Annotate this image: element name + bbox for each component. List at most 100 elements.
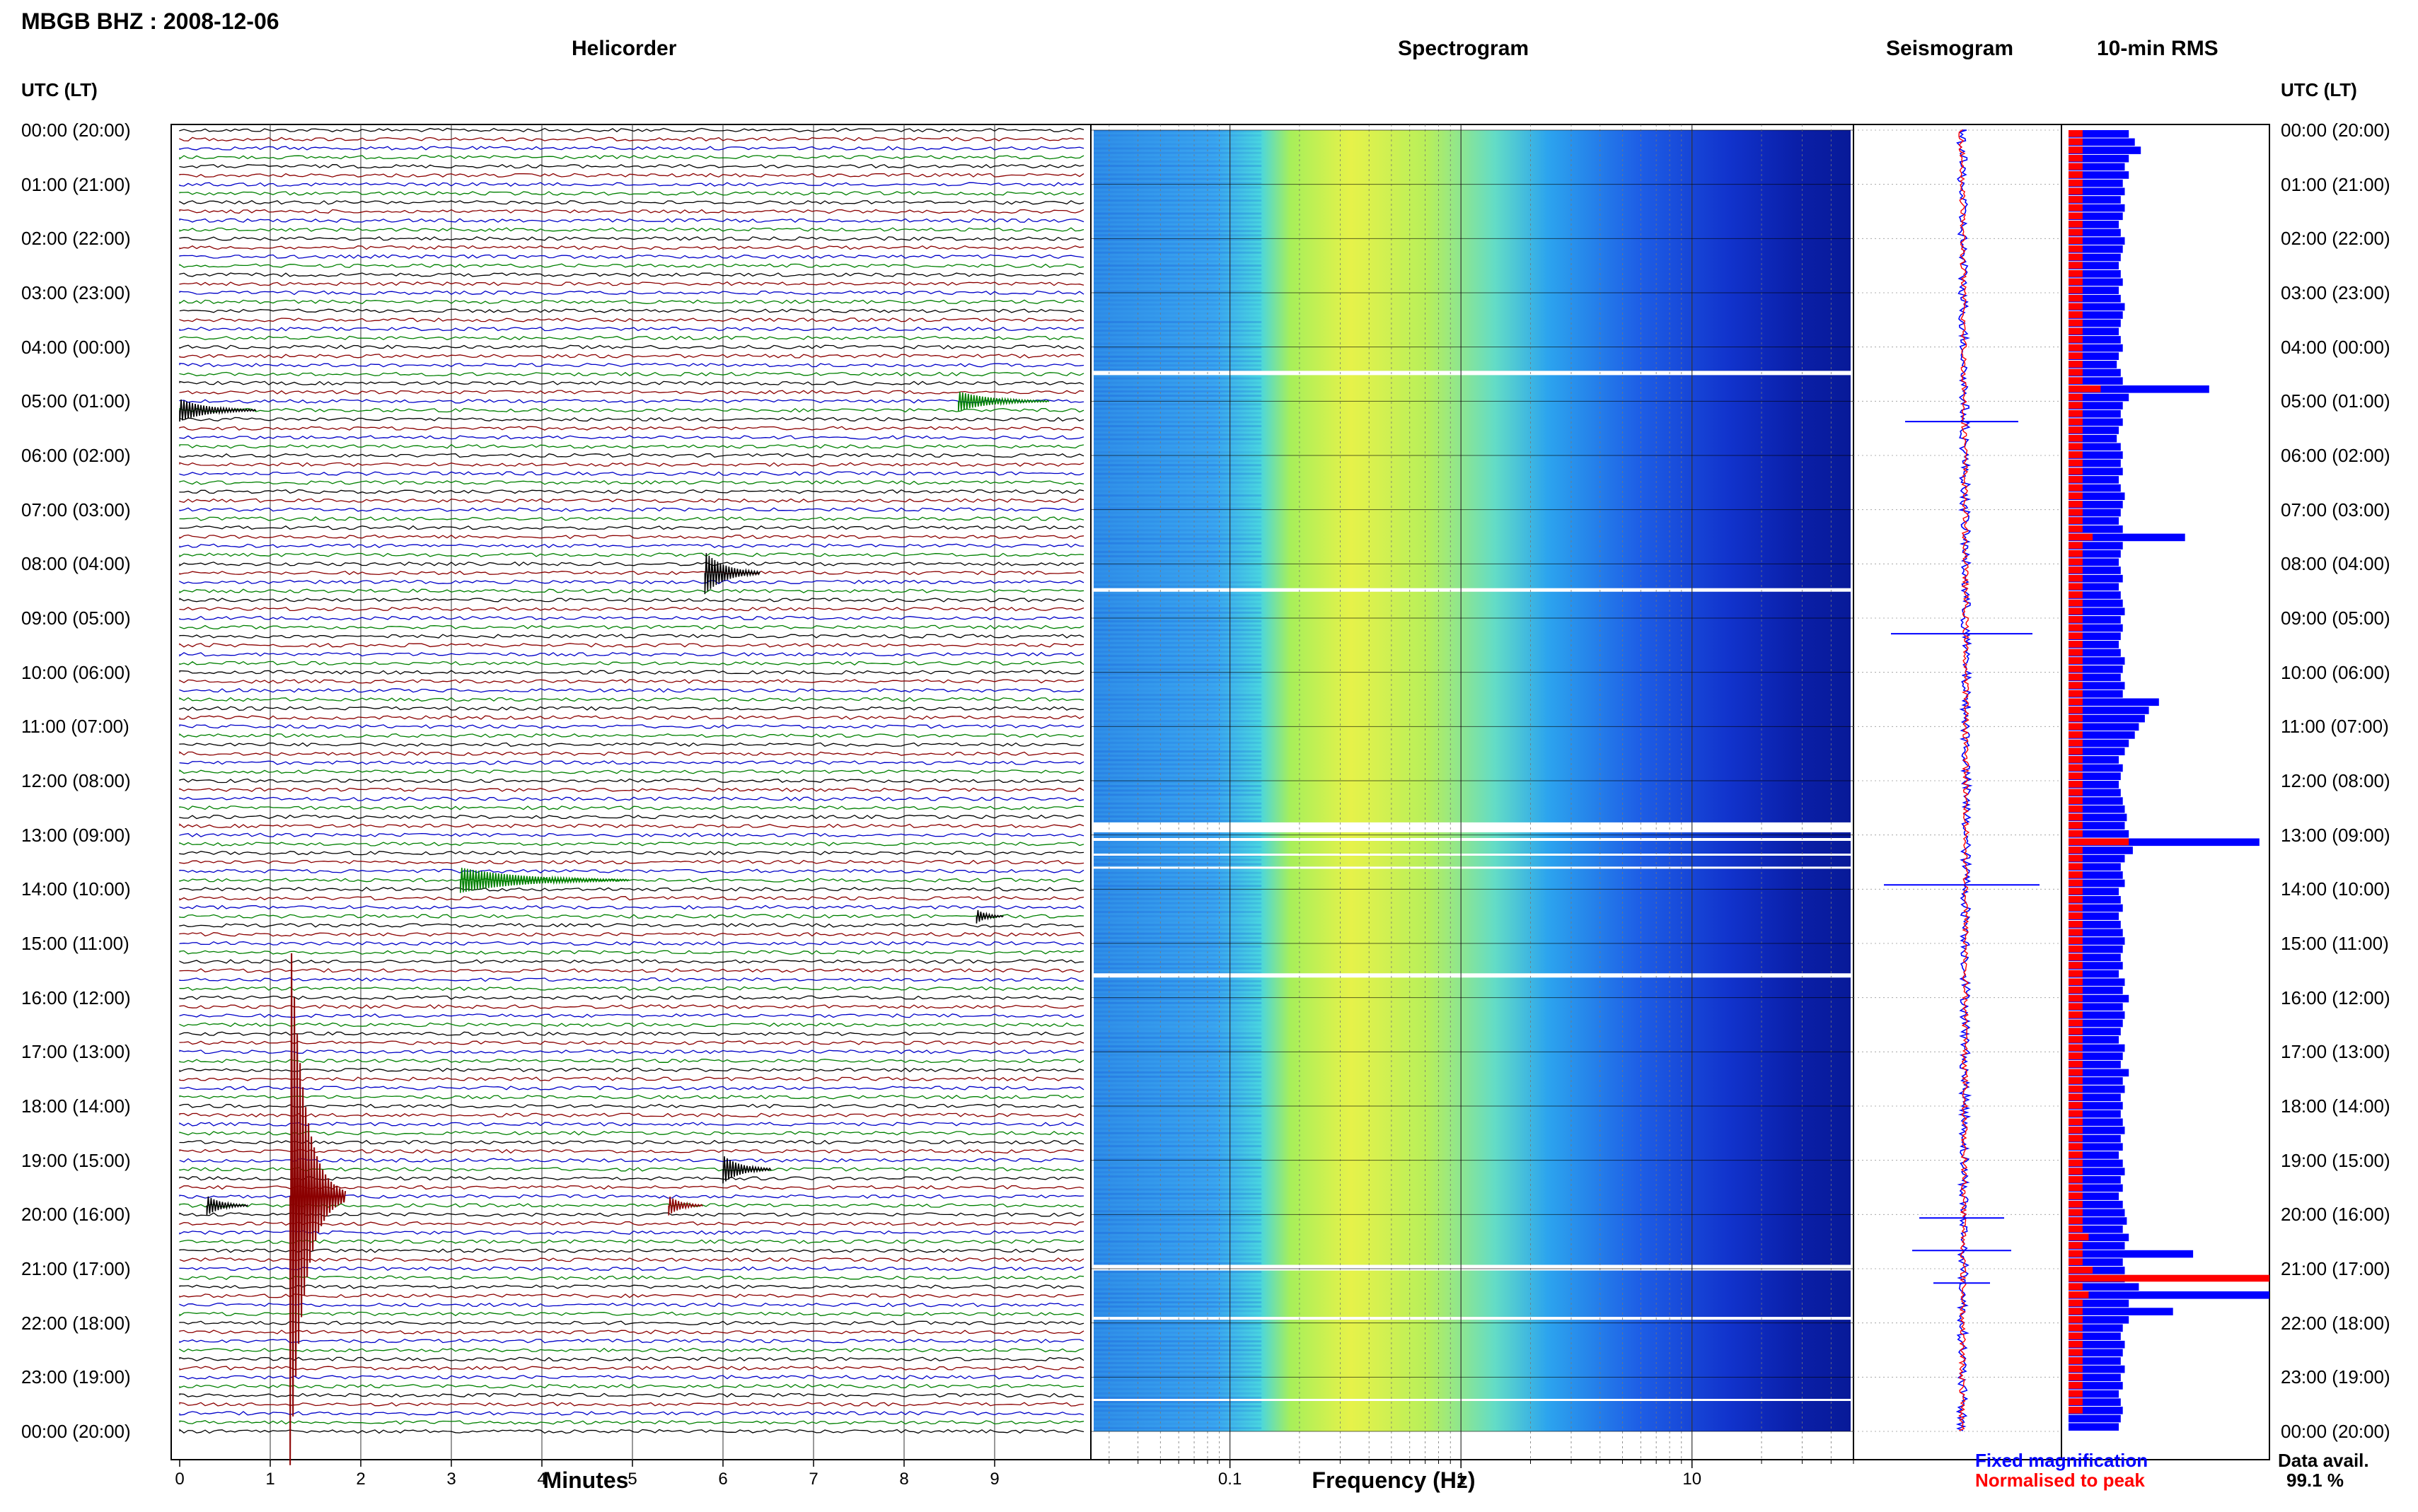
- helicorder-trace: [179, 1284, 1084, 1289]
- rms-normalised-bar: [2069, 929, 2083, 936]
- helicorder-trace: [179, 842, 1084, 847]
- rms-fixed-bar: [2069, 1349, 2123, 1357]
- helicorder-trace: [179, 760, 1084, 765]
- rms-normalised-bar: [2069, 937, 2083, 944]
- rms-fixed-bar: [2069, 245, 2123, 253]
- spectrogram-title: Spectrogram: [1398, 37, 1529, 60]
- helicorder-trace: [179, 218, 1084, 223]
- spectrogram-texture: [1094, 385, 1262, 388]
- spectrogram-texture: [1094, 182, 1262, 185]
- helicorder-event: [206, 1196, 248, 1216]
- spectrogram-texture: [1094, 390, 1262, 392]
- rms-normalised-bar: [2069, 336, 2083, 343]
- helicorder-trace: [179, 1392, 1084, 1398]
- spectrogram-texture: [1094, 668, 1262, 670]
- rms-fixed-bar: [2069, 706, 2149, 714]
- spectrogram-texture: [1094, 859, 1262, 861]
- spectrogram-texture: [1094, 1214, 1262, 1217]
- rms-fixed-bar: [2069, 772, 2121, 780]
- rms-normalised-bar: [2069, 863, 2083, 871]
- spectrogram-texture: [1094, 576, 1262, 579]
- spectrogram-texture: [1094, 1006, 1262, 1008]
- helicorder-trace: [179, 318, 1084, 322]
- rms-fixed-bar: [2069, 714, 2145, 723]
- spectrogram-texture: [1094, 1336, 1262, 1339]
- spectrogram-texture: [1094, 919, 1262, 922]
- spectrogram-tick-label: 1: [1456, 1470, 1466, 1489]
- helicorder-trace: [179, 1221, 1084, 1226]
- rms-fixed-bar: [2069, 665, 2123, 673]
- spectrogram-texture: [1094, 932, 1262, 935]
- rms-normalised-bar: [2069, 1134, 2083, 1142]
- rms-normalised-bar: [2069, 138, 2083, 146]
- spectrogram-texture: [1094, 464, 1262, 467]
- helicorder-trace: [179, 670, 1084, 675]
- rms-normalised-bar: [2069, 451, 2083, 458]
- rms-normalised-bar: [2069, 1373, 2083, 1381]
- rms-normalised-bar: [2069, 517, 2083, 524]
- time-label: 10:00 (06:00): [2281, 661, 2390, 683]
- rms-fixed-bar: [2069, 501, 2123, 508]
- spectrogram-texture: [1094, 586, 1262, 588]
- rms-fixed-bar: [2069, 649, 2121, 657]
- spectrogram-texture: [1094, 564, 1262, 566]
- spectrogram-texture: [1094, 1301, 1262, 1303]
- spectrogram-texture: [1094, 733, 1262, 735]
- helicorder-trace: [179, 534, 1084, 540]
- spectrogram-texture: [1094, 728, 1262, 731]
- rms-normalised-bar: [2069, 673, 2083, 681]
- helicorder-trace: [179, 1347, 1084, 1353]
- time-label: 19:00 (15:00): [21, 1149, 131, 1171]
- helicorder-trace: [179, 552, 1084, 558]
- spectrogram-texture: [1094, 1011, 1262, 1013]
- rms-normalised-bar: [2069, 583, 2083, 591]
- spectrogram-texture: [1094, 234, 1262, 237]
- spectrogram-texture: [1094, 186, 1262, 189]
- rms-normalised-bar: [2069, 970, 2083, 977]
- rms-fixed-bar: [2069, 1077, 2123, 1085]
- rms-normalised-bar: [2069, 1143, 2083, 1150]
- rms-fixed-bar: [2069, 294, 2121, 303]
- rms-normalised-bar: [2069, 1225, 2083, 1233]
- spectrogram-texture: [1094, 737, 1262, 740]
- rms-normalised-bar: [2069, 344, 2083, 351]
- rms-fixed-bar: [2069, 1143, 2123, 1151]
- spectrogram-texture: [1094, 1032, 1262, 1035]
- time-label: 10:00 (06:00): [21, 661, 131, 683]
- spectrogram-texture: [1094, 216, 1262, 219]
- legend-fixed: Fixed magnification: [1975, 1450, 2148, 1471]
- spectrogram-texture: [1094, 438, 1262, 441]
- spectrogram-texture: [1094, 190, 1262, 193]
- helicorder-trace: [179, 399, 1084, 404]
- rms-normalised-bar: [2069, 657, 2083, 664]
- rms-normalised-bar: [2069, 953, 2083, 961]
- helicorder-trace: [179, 1338, 1084, 1344]
- rms-normalised-bar: [2069, 196, 2083, 203]
- spectrogram-texture: [1094, 1066, 1262, 1069]
- time-label: 16:00 (12:00): [21, 987, 131, 1008]
- helicorder-trace: [179, 1013, 1084, 1018]
- spectrogram-texture: [1094, 1284, 1262, 1286]
- rms-normalised-bar: [2069, 756, 2083, 763]
- rms-normalised-bar: [2069, 1110, 2083, 1117]
- rms-fixed-bar: [2069, 303, 2125, 311]
- spectrogram-texture: [1094, 1314, 1262, 1317]
- helicorder-trace: [179, 1302, 1084, 1308]
- rms-fixed-bar: [2069, 443, 2121, 451]
- spectrogram-texture: [1094, 1262, 1262, 1264]
- rms-normalised-bar: [2069, 418, 2083, 426]
- helicorder-trace: [179, 1257, 1084, 1262]
- spectrogram-texture: [1094, 230, 1262, 233]
- spectrogram-texture: [1094, 958, 1262, 961]
- time-label: 03:00 (23:00): [21, 282, 131, 303]
- spectrogram-gap: [1094, 854, 1851, 856]
- helicorder-trace: [179, 1059, 1084, 1064]
- spectrogram-texture: [1094, 1015, 1262, 1018]
- spectrogram-texture: [1094, 1219, 1262, 1221]
- spectrogram-texture: [1094, 1227, 1262, 1230]
- helicorder-trace: [179, 715, 1084, 720]
- spectrogram-texture: [1094, 521, 1262, 523]
- helicorder-tick-label: 4: [537, 1470, 547, 1489]
- spectrogram-texture: [1094, 503, 1262, 506]
- spectrogram-texture: [1094, 950, 1262, 953]
